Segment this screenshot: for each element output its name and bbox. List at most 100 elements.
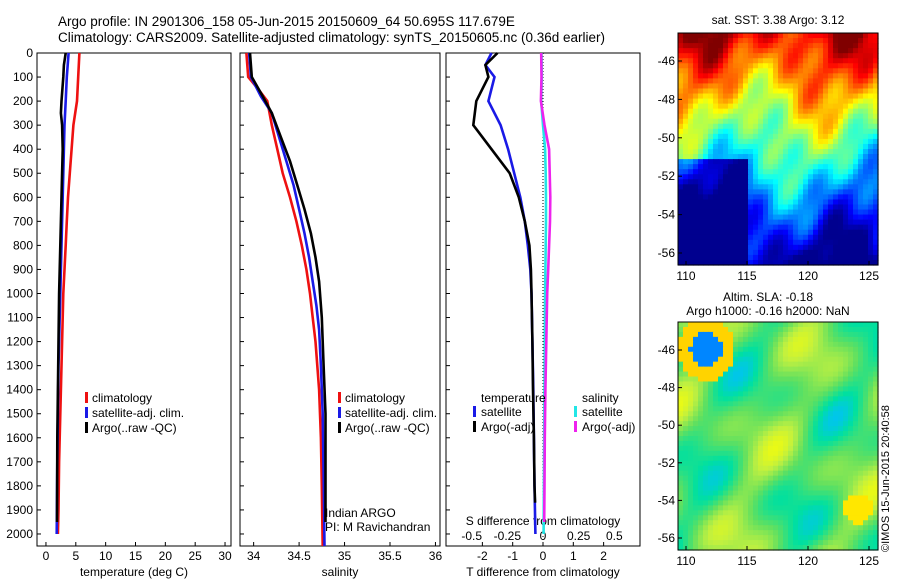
map-cell — [688, 194, 694, 201]
map-cell — [778, 440, 784, 447]
map-cell — [843, 455, 849, 462]
map-cell — [868, 254, 874, 261]
map-cell — [853, 58, 859, 64]
map-cell — [773, 143, 779, 150]
map-cell — [743, 214, 749, 221]
map-cell — [683, 525, 689, 531]
map-cell — [863, 174, 869, 180]
map-cell — [713, 169, 719, 175]
map-cell — [798, 356, 804, 363]
map-cell — [778, 381, 784, 388]
map-cell — [868, 63, 874, 69]
map-cell — [723, 391, 729, 397]
map-cell — [783, 214, 789, 221]
map-cell — [768, 356, 774, 363]
map-cell — [743, 445, 749, 452]
map-cell — [813, 93, 819, 100]
map-cell — [738, 326, 744, 333]
map-cell — [738, 495, 744, 502]
map-cell — [788, 58, 794, 64]
map-cell — [858, 351, 864, 358]
map-cell — [688, 411, 694, 417]
map-cell — [723, 530, 729, 536]
map-cell — [703, 254, 709, 261]
map-cell — [738, 43, 744, 49]
series-line — [248, 52, 327, 522]
map-cell — [713, 73, 719, 79]
map-cell — [733, 505, 739, 511]
map-cell — [763, 169, 769, 175]
map-cell — [718, 48, 724, 54]
map-cell — [733, 465, 739, 472]
map-cell — [783, 376, 789, 383]
map-cell — [813, 505, 819, 511]
map-cell — [698, 164, 704, 170]
map-cell — [778, 138, 784, 145]
map-cell — [848, 123, 854, 130]
map-cell — [768, 386, 774, 392]
map-cell — [688, 254, 694, 261]
map-cell — [773, 214, 779, 221]
map-cell — [693, 159, 699, 165]
map-cell — [818, 455, 824, 462]
map-cell — [698, 351, 704, 358]
map-cell — [843, 159, 849, 165]
map-cell — [848, 234, 854, 241]
map-cell — [748, 149, 754, 155]
map-cell — [813, 164, 819, 170]
map-cell — [863, 391, 869, 397]
map-cell — [868, 33, 874, 39]
map-cell — [693, 445, 699, 452]
map-cell — [868, 103, 874, 110]
map-cell — [768, 48, 774, 54]
map-cell — [723, 38, 729, 44]
map-cell — [873, 244, 879, 251]
map-cell — [748, 189, 754, 195]
map-cell — [828, 391, 834, 397]
map-cell — [728, 63, 734, 69]
map-cell — [723, 249, 729, 256]
map-cell — [693, 219, 699, 226]
map-cell — [733, 485, 739, 492]
map-cell — [683, 351, 689, 358]
map-cell — [743, 440, 749, 447]
map-cell — [768, 143, 774, 150]
map-cell — [778, 63, 784, 69]
map-cell — [818, 143, 824, 150]
map-cell — [858, 159, 864, 165]
map-cell — [793, 356, 799, 363]
map-cell — [833, 118, 839, 125]
map-cell — [858, 455, 864, 462]
map-cell — [828, 229, 834, 236]
map-cell — [838, 164, 844, 170]
map-cell — [728, 234, 734, 241]
map-cell — [738, 174, 744, 180]
map-cell — [743, 143, 749, 150]
map-cell — [863, 465, 869, 472]
map-cell — [688, 244, 694, 251]
map-cell — [693, 224, 699, 231]
map-cell — [853, 440, 859, 447]
map-cell — [873, 164, 879, 170]
map-cell — [733, 426, 739, 432]
map-cell — [738, 48, 744, 54]
x-tick-label: -2 — [477, 549, 488, 563]
map-cell — [738, 545, 744, 551]
map-cell — [783, 401, 789, 407]
map-cell — [823, 376, 829, 383]
map-cell — [838, 500, 844, 506]
map-cell — [838, 386, 844, 392]
map-cell — [688, 421, 694, 427]
map-cell — [678, 259, 684, 266]
map-cell — [718, 445, 724, 452]
map-cell — [768, 421, 774, 427]
map-cell — [808, 249, 814, 256]
map-cell — [763, 174, 769, 180]
map-cell — [708, 38, 714, 44]
map-cell — [693, 98, 699, 105]
map-cell — [823, 93, 829, 100]
map-cell — [703, 48, 709, 54]
map-cell — [693, 143, 699, 150]
map-cell — [678, 530, 684, 536]
temperature-panel-frame — [36, 52, 232, 547]
